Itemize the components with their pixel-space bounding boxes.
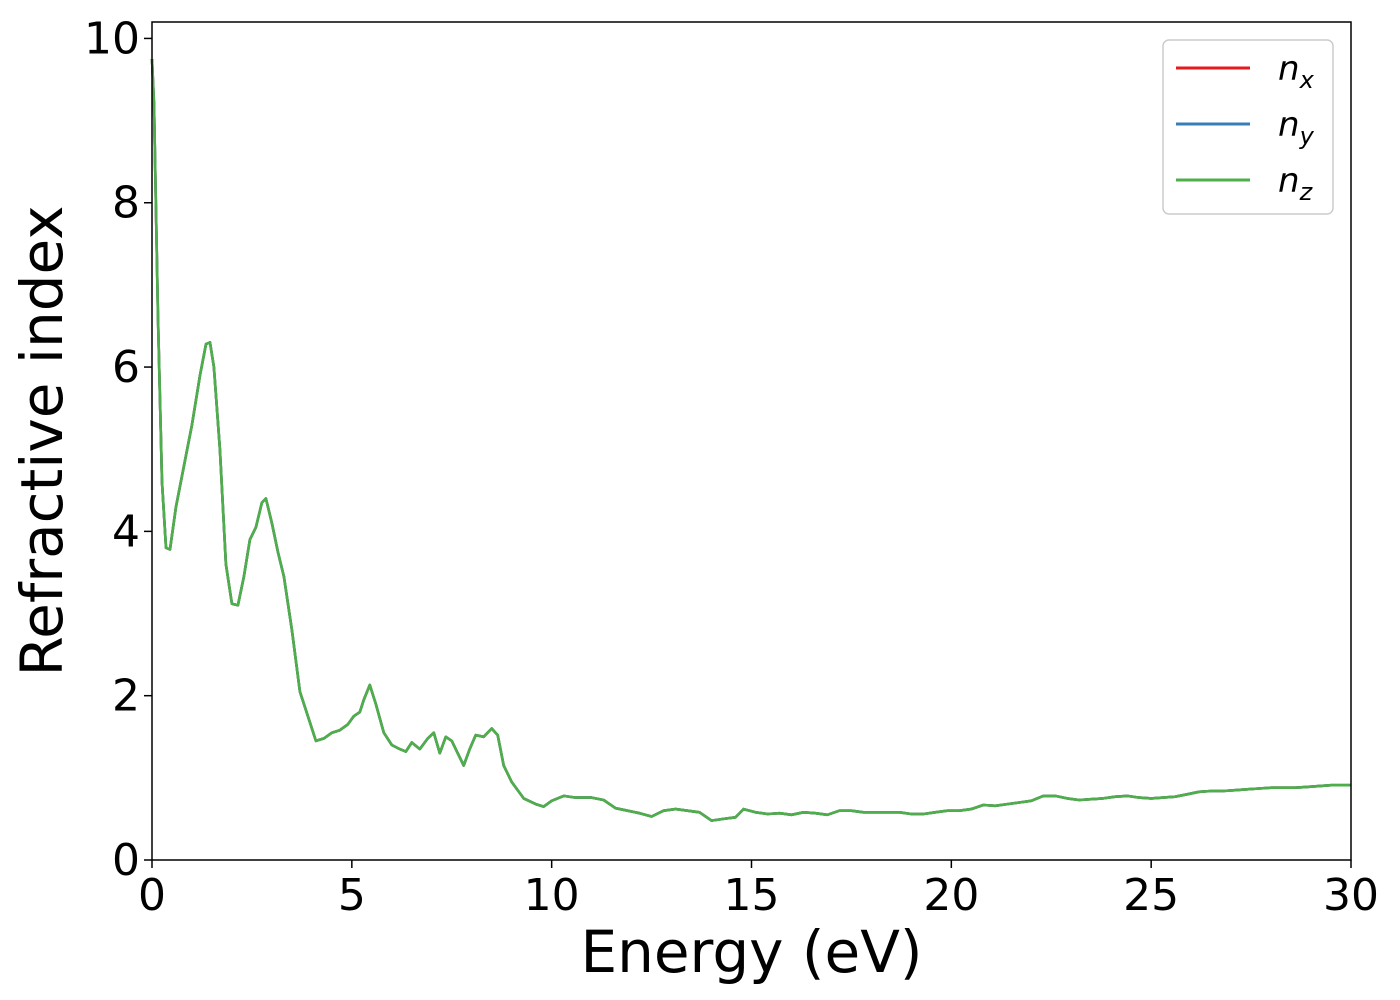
y-tick-label: 2 [112,671,140,722]
x-tick-label: 20 [923,870,979,921]
x-tick-label: 10 [524,870,580,921]
x-tick-label: 25 [1123,870,1179,921]
y-tick-label: 0 [112,835,140,886]
tick-layer: 0 5 10 15 20 25 30 0 2 4 6 8 10 [84,13,1379,921]
y-axis-label: Refractive index [8,205,76,676]
legend-label: nx [1278,49,1315,94]
x-axis-label: Energy (eV) [580,918,922,986]
legend-label: nz [1278,161,1314,206]
y-tick-label: 8 [112,178,140,229]
x-tick-label: 30 [1323,870,1379,921]
x-tick-label: 15 [724,870,780,921]
legend-box [1162,39,1334,215]
x-tick-label: 5 [338,870,366,921]
y-tick-label: 4 [112,506,140,557]
y-tick-label: 10 [84,13,140,64]
legend: nx ny nz [1162,39,1334,215]
legend-label: ny [1278,105,1315,150]
x-tick-label: 0 [138,870,166,921]
series-line-n-z [150,58,1351,822]
plot-layer [150,58,1351,822]
y-tick-label: 6 [112,342,140,393]
